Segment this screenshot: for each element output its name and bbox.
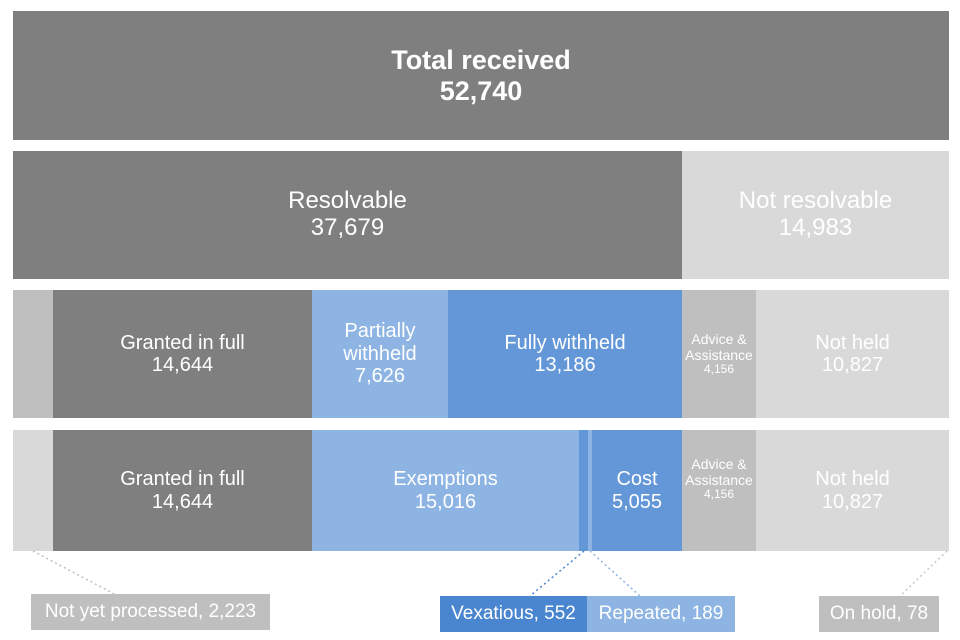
fully-withheld-block: Fully withheld 13,186	[448, 290, 682, 418]
on-hold-callout: On hold, 78	[819, 596, 939, 632]
not-yet-processed-segment-row3	[13, 290, 53, 418]
not-yet-processed-segment-row4	[13, 430, 53, 551]
not-held-block-row4: Not held 10,827	[756, 430, 949, 551]
granted-label-row4: Granted in full	[120, 468, 245, 491]
granted-value-row3: 14,644	[151, 354, 214, 376]
advice-assistance-block-row3: Advice & Assistance 4,156	[682, 290, 756, 418]
not-held-label-row4: Not held	[815, 468, 890, 491]
partially-value: 7,626	[354, 365, 406, 388]
cost-value: 5,055	[611, 490, 663, 513]
total-received-label: Total received	[391, 45, 571, 76]
resolvable-label: Resolvable	[288, 187, 407, 215]
leader-repeated	[589, 550, 641, 597]
cost-block: Cost 5,055	[592, 430, 682, 551]
exemptions-block: Exemptions 15,016	[312, 430, 579, 551]
exemptions-value: 15,016	[414, 490, 477, 513]
not-resolvable-block: Not resolvable 14,983	[682, 151, 949, 279]
resolvable-block: Resolvable 37,679	[13, 151, 682, 279]
not-resolvable-label: Not resolvable	[738, 187, 893, 215]
not-resolvable-value: 14,983	[778, 214, 853, 241]
vexatious-callout: Vexatious, 552	[440, 596, 587, 632]
fully-withheld-label: Fully withheld	[504, 331, 626, 354]
advice-label-line1-row3: Advice &	[691, 331, 747, 347]
advice-label-line2-row4: Assistance	[685, 472, 753, 489]
granted-in-full-block-row3: Granted in full 14,644	[53, 290, 312, 418]
total-received-value: 52,740	[439, 75, 523, 106]
advice-assistance-block-row4: Advice & Assistance 4,156	[682, 430, 756, 551]
total-received-block: Total received 52,740	[13, 11, 949, 140]
not-held-block-row3: Not held 10,827	[756, 290, 949, 418]
not-held-value-row4: 10,827	[821, 490, 884, 513]
repeated-callout: Repeated, 189	[587, 596, 735, 632]
partially-withheld-block: Partially withheld 7,626	[312, 290, 448, 418]
exemptions-label: Exemptions	[393, 468, 498, 491]
granted-value-row4: 14,644	[151, 490, 214, 513]
resolvable-value: 37,679	[310, 214, 385, 241]
leader-on-hold	[899, 550, 948, 597]
fully-withheld-value: 13,186	[534, 354, 596, 376]
not-held-label-row3: Not held	[815, 331, 890, 354]
granted-in-full-block-row4: Granted in full 14,644	[53, 430, 312, 551]
advice-label-line2-row3: Assistance	[685, 347, 753, 364]
not-yet-processed-callout: Not yet processed, 2,223	[31, 594, 270, 630]
advice-label-line1-row4: Advice &	[691, 456, 747, 472]
repeated-segment	[588, 430, 592, 551]
granted-label-row3: Granted in full	[120, 331, 245, 354]
vexatious-segment	[579, 430, 588, 551]
leader-vexatious	[529, 550, 585, 597]
partially-label-line1: Partially	[344, 320, 416, 343]
leader-not-yet-processed	[32, 550, 119, 597]
not-held-value-row3: 10,827	[821, 354, 884, 376]
cost-label: Cost	[616, 468, 658, 491]
advice-value-row3: 4,156	[703, 362, 735, 377]
advice-value-row4: 4,156	[703, 487, 735, 502]
partially-label-line2: withheld	[343, 342, 417, 365]
